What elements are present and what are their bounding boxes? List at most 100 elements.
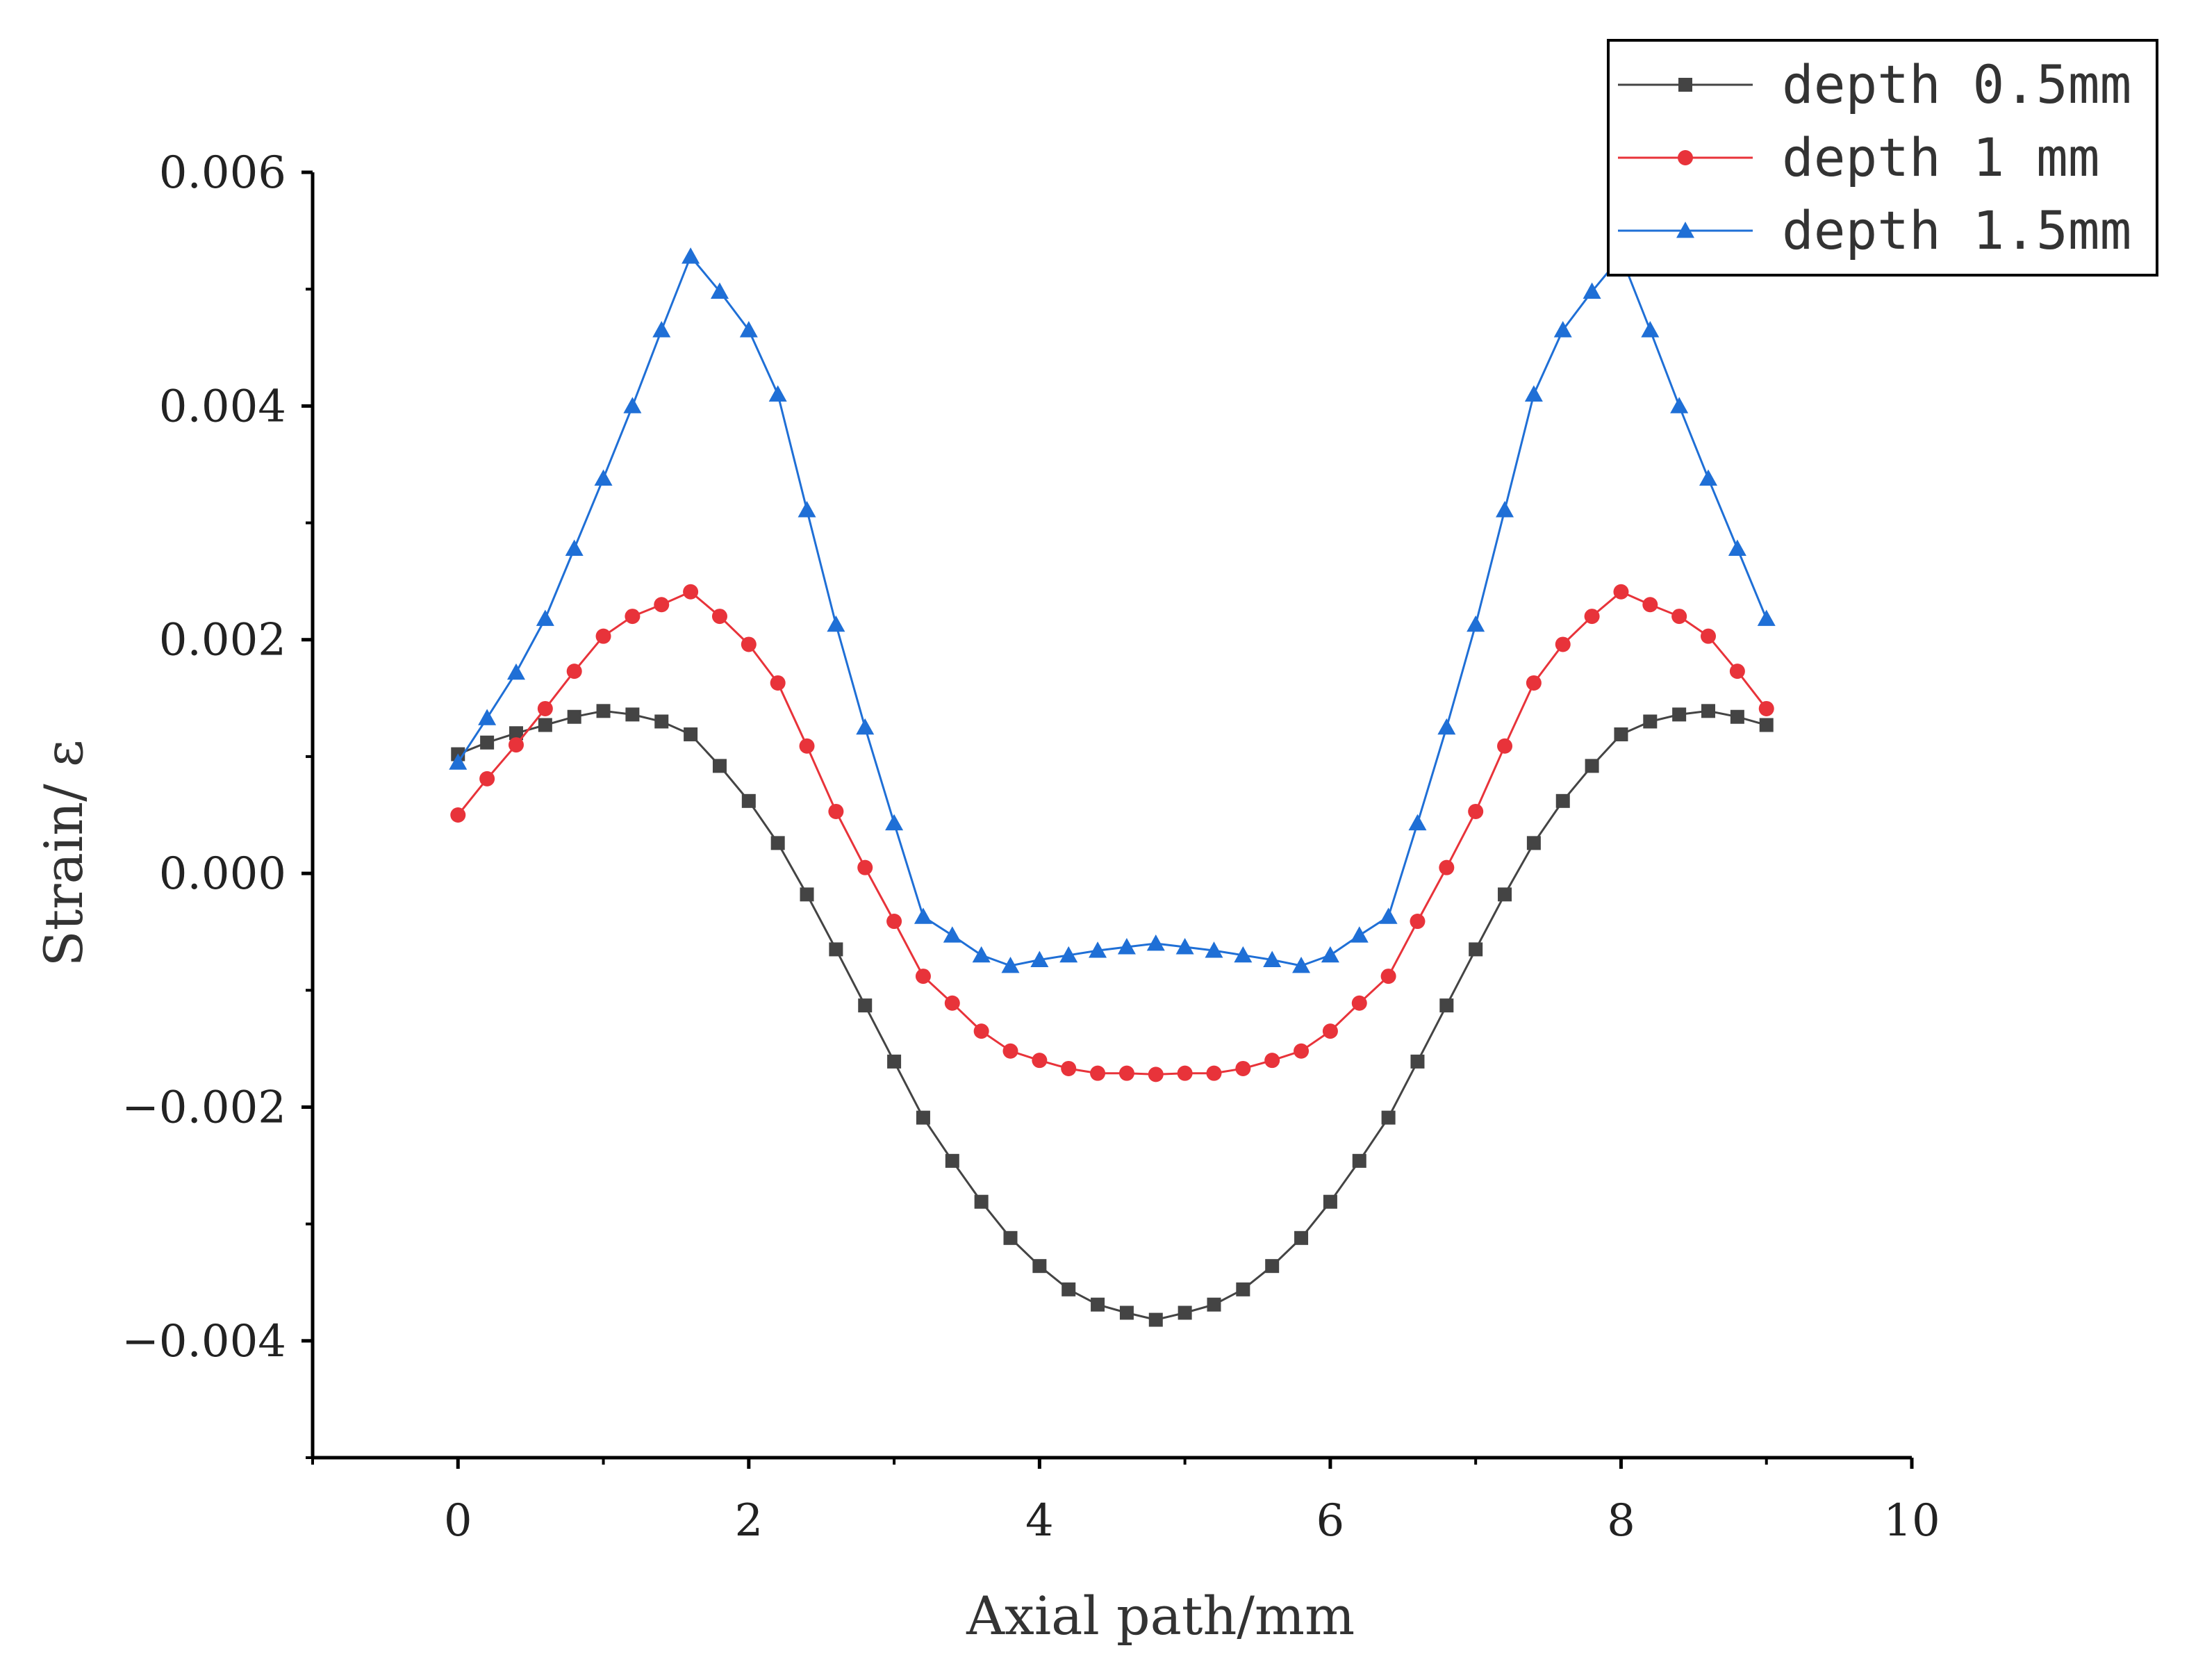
data-point [595,628,611,644]
data-point [450,807,466,823]
data-point [1118,1065,1134,1081]
data-point [1526,675,1542,691]
data-point [943,926,961,943]
legend-marker [1676,222,1694,238]
data-point [974,1194,989,1209]
data-point [887,1054,902,1069]
data-point [479,771,495,787]
y-tick-label: 0.002 [159,615,286,666]
legend-item: depth 1.5mm [1618,199,2131,261]
data-point [1089,941,1107,958]
data-point [799,738,815,754]
data-point [1322,1023,1338,1039]
data-point [914,907,932,924]
data-point [684,727,698,741]
data-point [1437,718,1456,735]
data-point [885,814,904,831]
data-point [1323,1194,1337,1209]
legend-item: depth 0.5mm [1618,53,2131,115]
data-point [509,726,523,741]
data-point [1292,956,1311,973]
data-point [538,718,552,732]
data-point [596,704,611,718]
data-point [1729,664,1745,680]
data-point [857,859,873,875]
x-tick-label: 4 [1025,1495,1054,1547]
data-point [478,709,497,725]
data-point [1002,1043,1018,1059]
x-tick-label: 10 [1883,1495,1940,1547]
data-point [1206,1065,1222,1081]
data-point [1263,950,1282,967]
series-1 [451,704,1774,1327]
data-point [1468,803,1484,819]
data-point [567,709,581,724]
y-tick-label: −0.002 [122,1082,286,1133]
data-point [710,282,729,299]
data-point [1467,615,1485,632]
data-point [1759,718,1774,732]
data-point [565,539,584,556]
data-point [1177,1065,1193,1081]
data-point [711,609,727,625]
y-axis-title: Strain/ ε [33,740,94,967]
data-point [1207,1297,1221,1312]
axes: −0.004 −0.002 0.000 0.002 0.004 0.006 0 2 4 6 8 10 [122,147,1940,1547]
data-point [1439,998,1454,1013]
data-point [1469,942,1483,957]
data-point [654,714,669,729]
x-tick-label: 6 [1316,1495,1345,1547]
data-point [1032,1259,1047,1274]
data-point [537,700,553,716]
data-point [1235,1060,1251,1076]
data-point [1524,385,1543,402]
x-tick-label: 2 [734,1495,763,1547]
data-point [1003,1230,1018,1245]
data-point [1351,995,1367,1011]
data-point [829,942,843,957]
data-point [652,321,671,338]
data-point [1119,1306,1134,1320]
data-point [1117,938,1136,955]
data-point [828,803,844,819]
data-point [1178,1306,1192,1320]
data-point [800,887,814,902]
legend-marker [1678,150,1693,165]
y-tick-label: 0.004 [159,381,286,432]
data-point [1758,700,1774,716]
y-tick-label: −0.004 [122,1316,286,1367]
data-point [1670,397,1689,413]
data-point [1701,628,1717,644]
data-point [1234,946,1253,963]
data-point [1001,956,1020,973]
y-tick-label: 0.006 [159,147,286,199]
data-point [798,501,816,518]
data-point [625,707,640,722]
data-point [1294,1230,1309,1245]
data-point [566,664,582,680]
data-point [1265,1259,1280,1274]
data-point [623,397,642,413]
data-point [1584,609,1600,625]
data-point [682,247,700,264]
data-point [1236,1282,1250,1296]
data-point [972,946,991,963]
data-point [1553,321,1572,338]
x-tick-label: 8 [1607,1495,1635,1547]
data-point [858,998,873,1013]
data-point [1352,1153,1366,1168]
data-point [856,718,875,735]
legend-item: depth 1 mm [1618,126,2100,188]
data-point [1701,704,1716,718]
data-point [1641,321,1660,338]
series-line [457,709,1767,1321]
data-point [944,995,960,1011]
data-point [741,636,757,652]
data-point [1061,1060,1077,1076]
data-point [1294,1043,1310,1059]
data-point [1728,539,1746,556]
data-point [916,1110,930,1125]
data-point [1614,727,1628,741]
data-point [1672,707,1687,722]
